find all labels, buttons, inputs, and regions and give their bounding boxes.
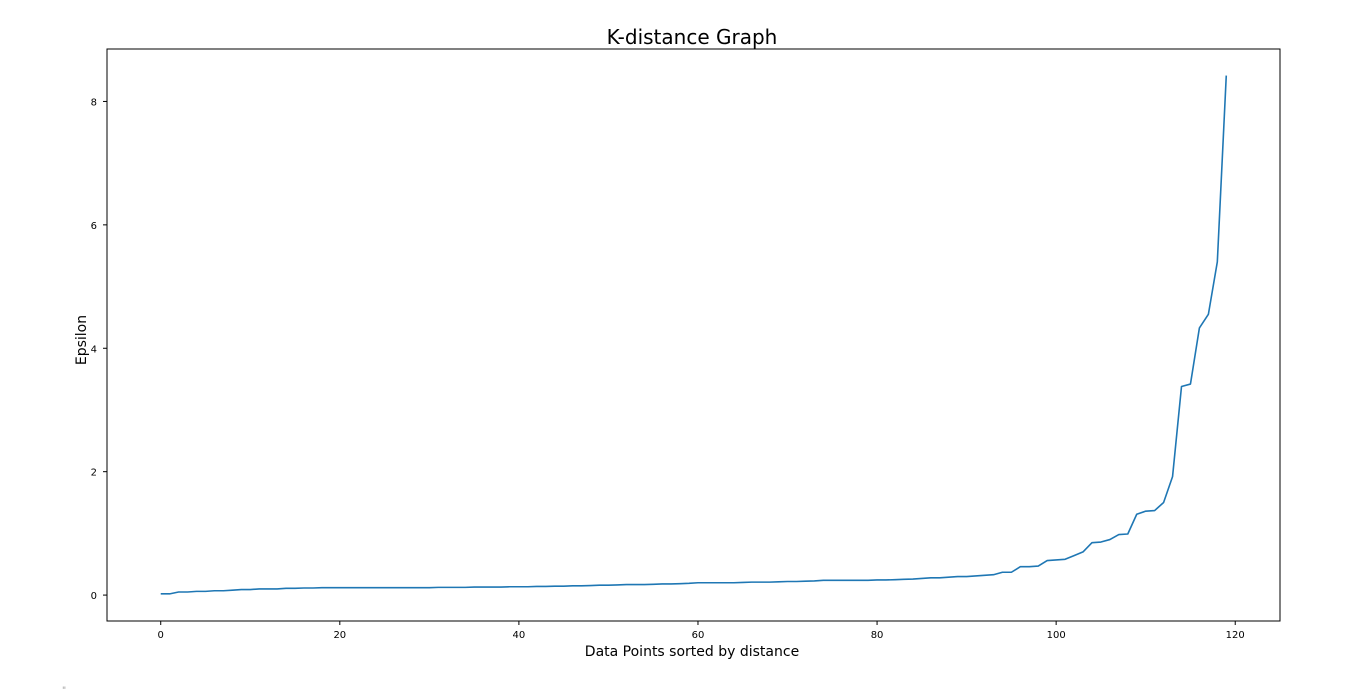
y-tick-label: 8 — [91, 97, 97, 108]
y-axis: 0 2 4 6 8 — [91, 97, 107, 602]
corner-mark: " — [62, 686, 67, 696]
x-tick-label: 80 — [871, 630, 884, 641]
x-tick-label: 100 — [1047, 630, 1066, 641]
x-axis-label: Data Points sorted by distance — [585, 644, 799, 660]
x-tick-label: 20 — [333, 630, 346, 641]
plot-frame — [106, 48, 1281, 622]
y-tick-label: 6 — [91, 221, 97, 232]
y-axis-label: Epsilon — [74, 315, 90, 365]
x-tick-label: 120 — [1226, 630, 1245, 641]
y-tick-label: 2 — [91, 468, 97, 479]
x-tick-label: 40 — [513, 630, 526, 641]
y-tick-label: 0 — [91, 591, 97, 602]
y-tick-label: 4 — [91, 344, 97, 355]
x-axis: 0 20 40 60 80 100 120 — [158, 621, 1245, 641]
k-distance-line — [160, 75, 1228, 595]
x-tick-label: 60 — [692, 630, 705, 641]
x-tick-label: 0 — [158, 630, 164, 641]
chart-title: K-distance Graph — [607, 25, 778, 49]
